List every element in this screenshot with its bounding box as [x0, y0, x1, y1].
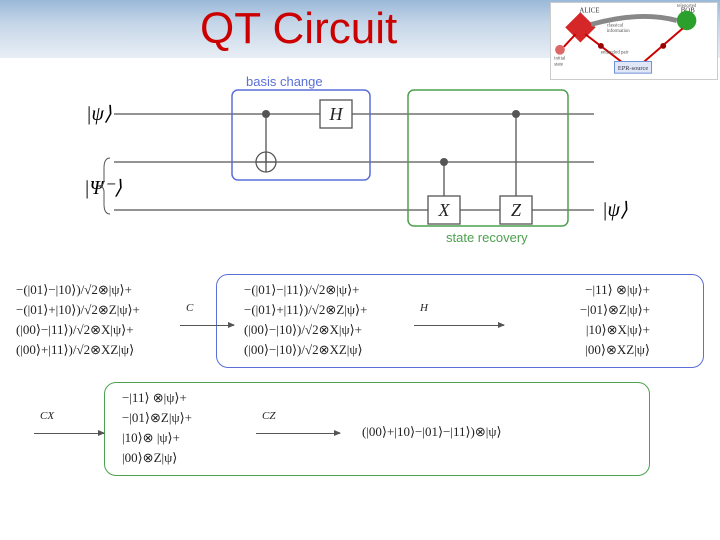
eq-col-5: (|00⟩+|10⟩−|01⟩−|11⟩)⊗|ψ⟩: [362, 422, 642, 442]
svg-text:entangled pair: entangled pair: [601, 51, 629, 56]
svg-text:classical: classical: [607, 23, 624, 28]
basis-change-caption: basis change: [246, 76, 323, 89]
quantum-circuit: |ψ⟩ |Ψ⁻⟩ |ψ⟩ basis change H state recove…: [84, 76, 644, 246]
psi-in-label: |ψ⟩: [86, 103, 112, 125]
psi-out-label: |ψ⟩: [602, 199, 628, 221]
mini-alice-label: ALICE: [579, 8, 599, 15]
eq-col-1: −(|01⟩−|10⟩)/√2⊗|ψ⟩+ −(|01⟩+|10⟩)/√2⊗Z|ψ…: [16, 280, 174, 361]
z-gate-label: Z: [511, 200, 522, 220]
arrow-c: C: [180, 314, 234, 334]
mini-classical-channel: [591, 16, 677, 24]
svg-text:state: state: [554, 62, 563, 67]
arrow-h: H: [414, 314, 504, 334]
mini-teleport-diagram: ALICE BOB teleported classical informati…: [550, 2, 718, 80]
eq-col-3: −|11⟩ ⊗|ψ⟩+ −|01⟩⊗Z|ψ⟩+ |10⟩⊗X|ψ⟩+ |00⟩⊗…: [520, 280, 650, 361]
arrow-cx: CX: [34, 422, 104, 442]
mini-teleported-label: teleported: [677, 4, 697, 9]
arrow-cz: CZ: [256, 422, 340, 442]
slide-title: QT Circuit: [200, 4, 397, 54]
x-gate-label: X: [438, 200, 451, 220]
eq-col-2: −(|01⟩−|11⟩)/√2⊗|ψ⟩+ −(|01⟩+|11⟩)/√2⊗Z|ψ…: [244, 280, 402, 361]
svg-text:initial: initial: [554, 57, 566, 62]
eq-col-4: −|11⟩ ⊗|ψ⟩+ −|01⟩⊗Z|ψ⟩+ |10⟩⊗ |ψ⟩+ |00⟩⊗…: [122, 388, 242, 469]
state-recovery-caption: state recovery: [446, 230, 528, 245]
svg-text:EPR-source: EPR-source: [618, 65, 648, 72]
mini-bob-sphere: [677, 11, 696, 30]
h-gate-label: H: [329, 104, 344, 124]
svg-text:information: information: [607, 29, 631, 34]
